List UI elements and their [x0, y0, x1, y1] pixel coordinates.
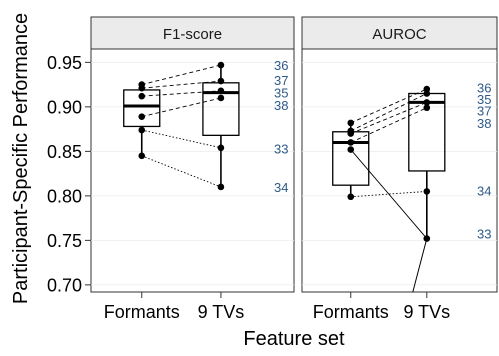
participant-line: [141, 80, 221, 89]
point-formants: [138, 126, 146, 134]
y-tick-label-5: 0.70: [47, 275, 82, 295]
participant-line: [141, 155, 222, 188]
point-formants: [347, 146, 355, 153]
x-tick-label-0: Formants: [313, 302, 389, 322]
participant-33: 33: [347, 146, 491, 242]
participant-34: 34: [138, 152, 288, 195]
x-axis-title: Feature set: [243, 328, 345, 350]
point-tvs: [423, 90, 431, 97]
point-formants: [138, 113, 146, 120]
participant-label: 35: [477, 92, 491, 107]
point-tvs: [217, 87, 225, 95]
participant-label: 33: [274, 142, 288, 157]
facet-title: F1-score: [163, 26, 222, 43]
participant-label: 38: [274, 98, 288, 113]
participant-38: 38: [347, 104, 491, 146]
participant-label: 34: [477, 184, 491, 199]
participant-line: [141, 129, 222, 149]
y-tick-label-1: 0.90: [47, 97, 82, 117]
point-tvs: [217, 144, 225, 152]
participant-35: 35: [138, 86, 288, 101]
x-tick-label-1: 9 TVs: [198, 302, 245, 322]
point-formants: [347, 130, 355, 137]
y-tick-label-2: 0.85: [47, 142, 82, 162]
y-tick-label-3: 0.80: [47, 186, 82, 206]
participant-37: 37: [347, 99, 491, 137]
point-tvs: [217, 94, 225, 102]
point-formants: [347, 193, 355, 201]
facet-title: AUROC: [372, 26, 426, 43]
participant-line: [350, 93, 427, 132]
point-formants: [347, 119, 355, 127]
participant-line: [141, 90, 221, 97]
panel-background: [90, 48, 295, 293]
point-tvs: [217, 183, 225, 191]
participant-label: 38: [477, 116, 491, 131]
participant-label: 35: [274, 86, 288, 101]
point-formants: [347, 139, 355, 146]
point-tvs: [423, 99, 431, 106]
panel-background: [301, 48, 498, 293]
participant-line: [350, 190, 427, 198]
x-tick-label-0: Formants: [104, 302, 180, 322]
participant-label: 34: [274, 180, 288, 195]
participant-label: 37: [274, 73, 288, 88]
participant-33: 33: [138, 126, 288, 157]
point-tvs: [423, 104, 431, 112]
point-formants: [138, 84, 146, 92]
participant-38: 38: [138, 94, 288, 120]
point-formants: [138, 152, 146, 160]
facet-strip: [301, 16, 498, 50]
participant-label: 33: [477, 226, 491, 241]
participant-label: 36: [274, 58, 288, 73]
participant-label: 37: [477, 103, 491, 118]
participant-37: 37: [138, 73, 288, 92]
y-tick-label-4: 0.75: [47, 231, 82, 251]
point-tvs: [217, 61, 225, 69]
y-tick-label-0: 0.95: [47, 53, 82, 73]
participant-line: [350, 149, 428, 239]
point-tvs: [423, 188, 431, 195]
participant-34: 34: [347, 184, 491, 201]
y-axis-title: Participant-Specific Performance: [10, 13, 32, 304]
point-tvs: [217, 77, 225, 85]
participant-line-overflow: [412, 238, 428, 293]
participant-label: 36: [477, 80, 491, 95]
x-tick-label-1: 9 TVs: [403, 302, 450, 322]
point-formants: [138, 92, 146, 100]
